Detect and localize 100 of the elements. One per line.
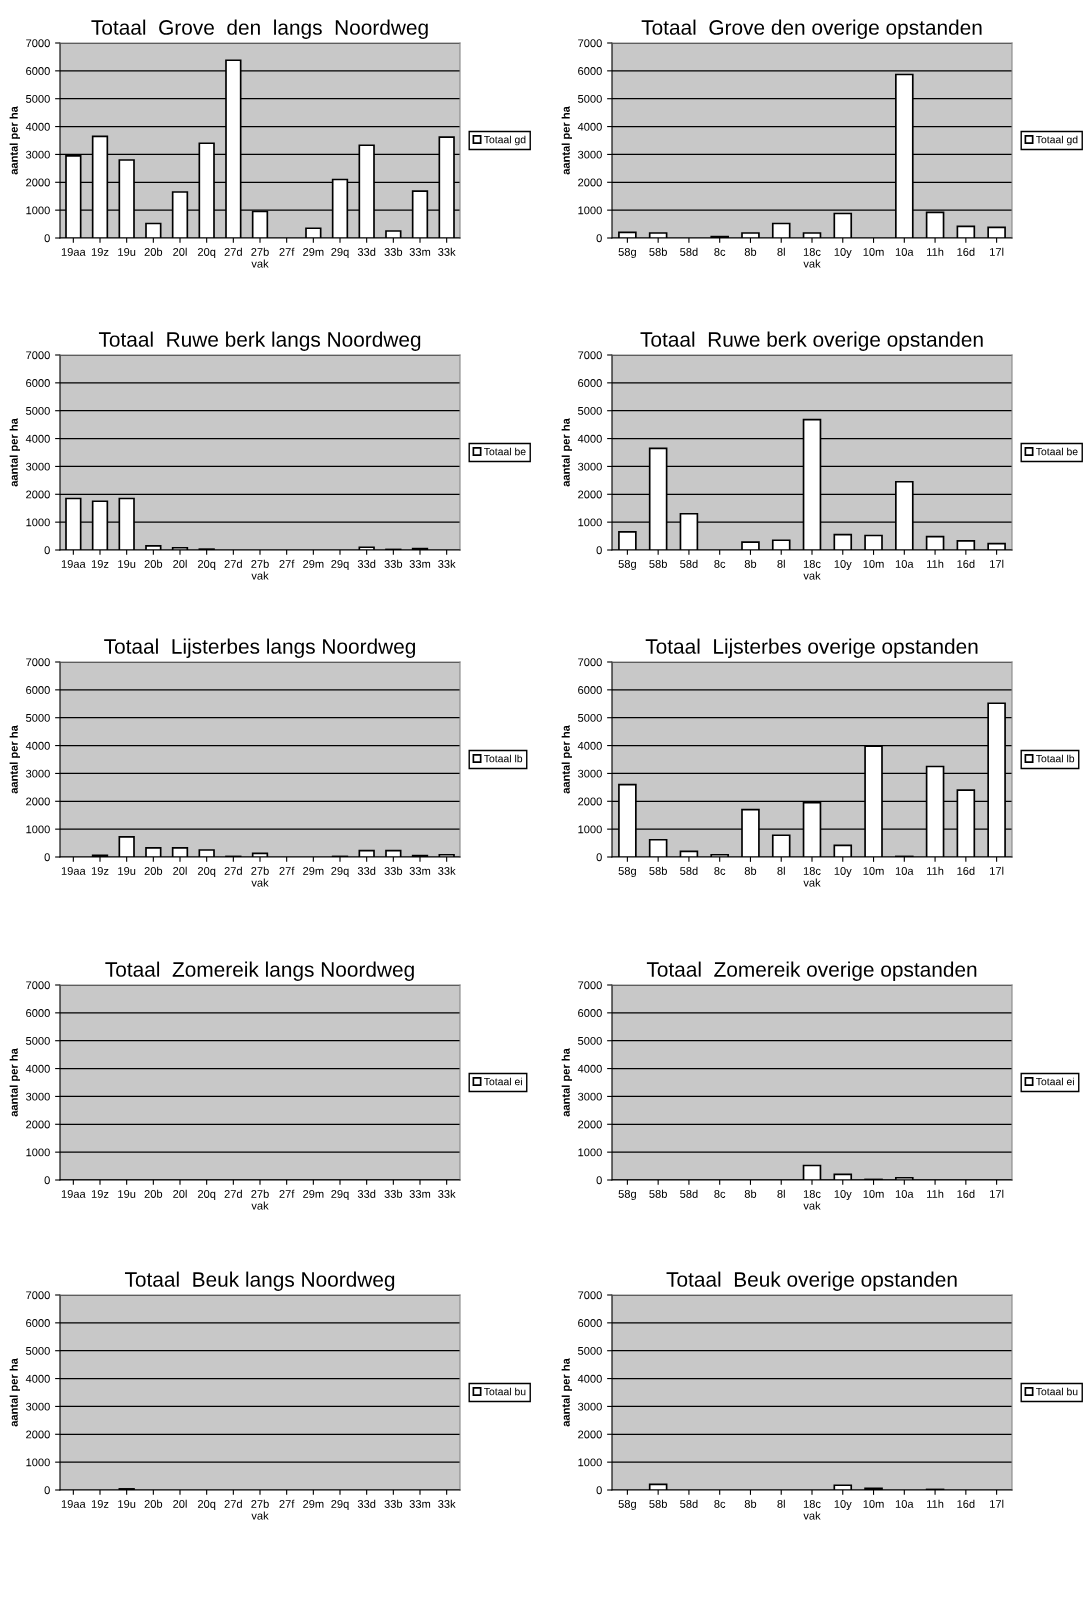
y-tick-label: 0 — [44, 546, 50, 555]
y-tick-label: 7000 — [26, 1291, 50, 1300]
y-tick-label: 3000 — [25, 462, 50, 471]
x-tick-label: 27d — [224, 1189, 242, 1198]
chart-title: Totaal Zomereik overige opstanden — [646, 961, 977, 981]
x-tick-label: 33d — [357, 247, 376, 256]
x-tick-label: 27f — [279, 866, 295, 875]
x-tick-label: 20q — [197, 560, 216, 571]
x-tick-label: 18c — [803, 248, 821, 256]
y-tick-label: 3000 — [577, 1402, 602, 1411]
x-tick-label: 20l — [173, 866, 187, 875]
x-tick-label: 17l — [990, 866, 1004, 875]
x-tick-label: 19z — [91, 1190, 109, 1198]
x-tick-label: 17l — [990, 559, 1004, 568]
x-tick-label: 58d — [680, 1499, 698, 1508]
x-tick-label: 27b — [251, 1499, 269, 1508]
x-tick-label: 10a — [895, 248, 914, 256]
y-tick-label: 2000 — [578, 1430, 602, 1439]
legend-label: Totaal ei — [1036, 1077, 1074, 1086]
y-tick-label: 0 — [44, 1486, 50, 1495]
y-tick-label: 1000 — [26, 518, 50, 527]
x-tick-label: 17l — [990, 247, 1004, 256]
x-tick-label: 8b — [744, 1499, 757, 1508]
y-tick-label: 5000 — [26, 94, 50, 103]
x-tick-label: 58b — [649, 247, 667, 256]
x-tick-label: 10m — [863, 1500, 884, 1508]
x-axis-title: vak — [251, 571, 269, 580]
chart-title: Totaal Grove den overige opstanden — [641, 19, 982, 39]
x-tick-label: 8l — [777, 1189, 785, 1198]
x-tick-label: 19aa — [61, 1500, 86, 1508]
y-tick-label: 5000 — [578, 406, 602, 415]
y-tick-label: 3000 — [25, 150, 50, 159]
x-tick-label: 33k — [438, 247, 456, 256]
chart-title: Totaal Ruwe berk langs Noordweg — [98, 331, 421, 351]
y-tick-label: 3000 — [577, 1092, 602, 1101]
x-tick-label: 19aa — [61, 867, 86, 875]
y-axis-title: aantal per ha — [9, 418, 21, 487]
x-tick-label: 19u — [118, 867, 136, 875]
y-tick-label: 5000 — [26, 713, 50, 722]
y-tick-label: 4000 — [25, 1374, 50, 1383]
x-tick-label: 58b — [649, 866, 667, 875]
chart-title: Totaal Beuk overige opstanden — [666, 1271, 957, 1291]
x-tick-label: 27f — [279, 1499, 295, 1508]
y-tick-label: 4000 — [577, 1064, 602, 1073]
x-tick-label: 29q — [331, 1190, 349, 1201]
x-tick-label: 33m — [409, 1190, 431, 1198]
x-tick-label: 18c — [803, 1500, 821, 1508]
x-tick-label: 33m — [409, 248, 431, 256]
y-tick-label: 2000 — [26, 178, 50, 187]
x-tick-label: 33k — [438, 1189, 456, 1198]
y-tick-label: 7000 — [578, 39, 602, 48]
x-tick-label: 58d — [680, 866, 698, 875]
y-axis-title: aantal per ha — [9, 1048, 21, 1117]
x-tick-label: 19u — [118, 248, 136, 256]
y-axis-title: aantal per ha — [561, 418, 573, 487]
y-tick-label: 7000 — [578, 351, 602, 360]
x-tick-label: 58b — [649, 1189, 667, 1198]
y-tick-label: 6000 — [26, 379, 50, 387]
y-tick-label: 3000 — [25, 1092, 50, 1101]
y-tick-label: 6000 — [26, 1009, 50, 1017]
x-tick-label: 18c — [803, 867, 821, 875]
x-tick-label: 33b — [384, 1189, 403, 1198]
x-tick-label: 29m — [303, 1190, 324, 1198]
chart-title: Totaal Zomereik langs Noordweg — [105, 961, 414, 981]
y-tick-label: 3000 — [25, 1402, 50, 1411]
y-tick-label: 0 — [596, 1176, 602, 1185]
y-axis-title: aantal per ha — [9, 725, 21, 794]
y-tick-label: 2000 — [26, 1430, 50, 1439]
legend-label: Totaal gd — [484, 135, 526, 146]
y-tick-label: 2000 — [578, 178, 602, 187]
chart-title: Totaal Grove den langs Noordweg — [91, 19, 428, 39]
x-axis-title: vak — [251, 1201, 269, 1210]
y-tick-label: 4000 — [577, 122, 602, 131]
y-tick-label: 6000 — [578, 1319, 602, 1327]
y-tick-label: 7000 — [26, 351, 50, 360]
legend-label: Totaal bu — [484, 1387, 526, 1396]
y-tick-label: 6000 — [578, 1009, 602, 1017]
y-tick-label: 1000 — [26, 1458, 50, 1467]
x-tick-label: 8c — [714, 560, 726, 568]
x-tick-label: 19z — [91, 867, 109, 875]
x-tick-label: 19aa — [61, 560, 86, 568]
y-tick-label: 1000 — [578, 1458, 602, 1467]
y-tick-label: 1000 — [578, 518, 602, 527]
x-tick-label: 29q — [331, 1500, 349, 1511]
y-tick-label: 0 — [596, 853, 602, 862]
x-tick-label: 18c — [803, 1190, 821, 1198]
x-tick-label: 27d — [224, 866, 242, 875]
y-tick-label: 0 — [596, 234, 602, 243]
x-tick-label: 33m — [409, 867, 431, 875]
x-tick-label: 33d — [357, 866, 376, 875]
y-axis-title: aantal per ha — [561, 725, 573, 794]
x-tick-label: 11h — [927, 1189, 944, 1198]
x-tick-label: 10y — [834, 867, 852, 878]
x-tick-label: 8b — [744, 866, 757, 875]
x-tick-label: 8l — [777, 247, 785, 256]
y-tick-label: 2000 — [26, 1120, 50, 1129]
x-tick-label: 58g — [618, 1190, 636, 1201]
x-tick-label: 29q — [331, 248, 349, 259]
x-axis-title: vak — [803, 571, 821, 580]
y-tick-label: 2000 — [26, 797, 50, 806]
